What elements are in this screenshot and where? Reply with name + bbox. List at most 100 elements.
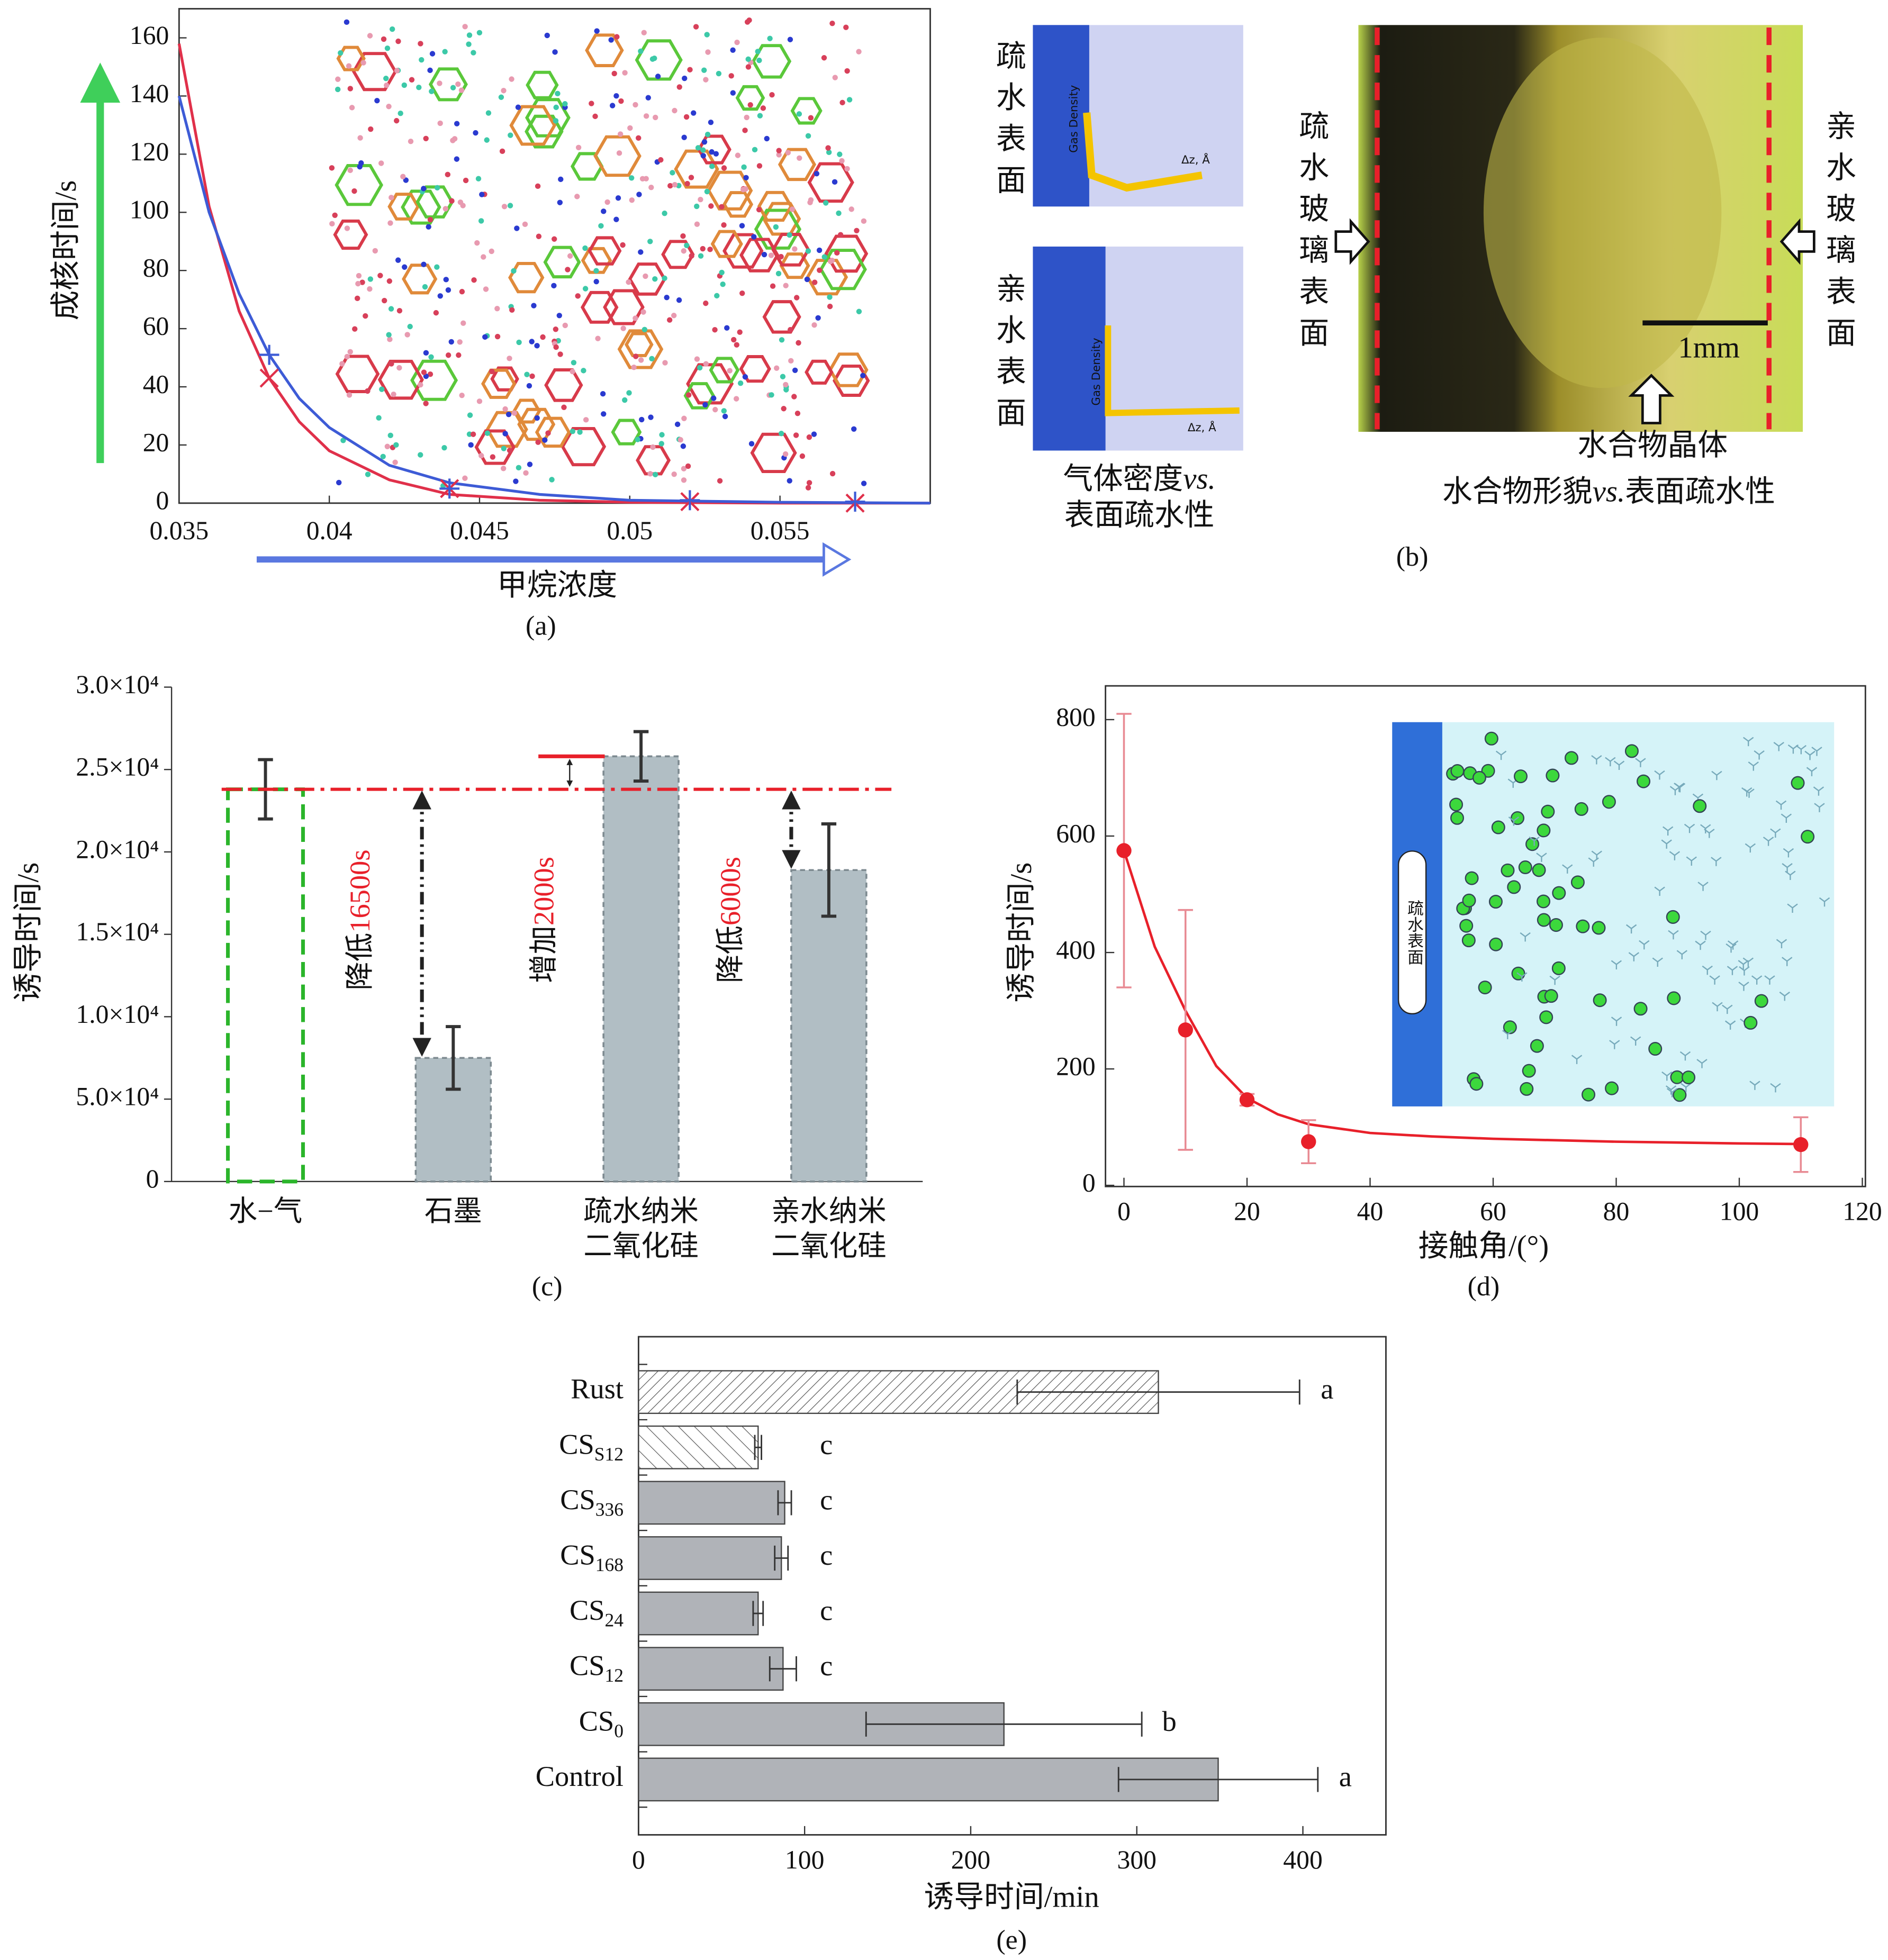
inset-hydrate bbox=[1465, 871, 1479, 885]
molecule-atom bbox=[814, 170, 820, 177]
y-tick-label: 160 bbox=[130, 21, 169, 50]
molecule-atom bbox=[768, 252, 774, 258]
molecule-ring bbox=[588, 236, 622, 266]
molecule-atom bbox=[708, 203, 714, 209]
group-label: c bbox=[820, 1650, 833, 1682]
inset-water bbox=[1722, 1004, 1733, 1014]
molecule-atom bbox=[642, 326, 648, 333]
molecule-atom bbox=[658, 441, 664, 447]
molecule-atom bbox=[582, 286, 589, 292]
molecule-atom bbox=[416, 85, 422, 90]
point-marker bbox=[259, 344, 279, 365]
molecule-atom bbox=[540, 334, 546, 340]
molecule-atom bbox=[674, 421, 681, 428]
inset-hydrate bbox=[1449, 797, 1464, 812]
error-bar bbox=[446, 1025, 461, 1091]
molecule-atom bbox=[856, 49, 862, 55]
inset-water bbox=[1663, 826, 1674, 836]
inset-water bbox=[1819, 897, 1830, 907]
inset-hydrate bbox=[1520, 1082, 1534, 1096]
inset-water bbox=[1686, 856, 1697, 866]
molecule-atom bbox=[455, 81, 461, 87]
molecule-atom bbox=[462, 24, 468, 30]
inset-water bbox=[1738, 982, 1749, 991]
inset-hydrate bbox=[1472, 770, 1486, 785]
molecule-atom bbox=[776, 152, 782, 158]
molecule-atom bbox=[552, 49, 558, 55]
molecule-atom bbox=[640, 309, 646, 315]
molecule-atom bbox=[791, 394, 797, 400]
inset-water bbox=[1764, 975, 1775, 985]
surface-label: 疏水玻璃表面 bbox=[1295, 110, 1329, 358]
molecule-atom bbox=[829, 20, 835, 26]
inset-hydrate bbox=[1549, 918, 1563, 932]
molecule-ring bbox=[603, 289, 645, 325]
plot-ylabel: Gas Density bbox=[1090, 338, 1103, 405]
y-tick-label: 120 bbox=[130, 137, 169, 166]
inset-water bbox=[1495, 750, 1507, 760]
molecule-atom bbox=[703, 361, 709, 367]
molecule-atom bbox=[793, 295, 800, 301]
molecule-atom bbox=[346, 392, 353, 398]
y-tick-label: 3.0×10⁴ bbox=[76, 670, 159, 699]
molecule-atom bbox=[433, 310, 439, 316]
molecule-atom bbox=[620, 242, 626, 248]
category-subscript: 336 bbox=[595, 1499, 624, 1520]
molecule-atom bbox=[697, 365, 703, 371]
y-tick-label: CS336 bbox=[560, 1484, 624, 1520]
molecule-atom bbox=[468, 442, 474, 448]
y-tick-label: 0 bbox=[146, 1164, 159, 1193]
molecule-ring bbox=[428, 67, 468, 102]
molecule-atom bbox=[381, 36, 387, 42]
molecule-atom bbox=[779, 337, 785, 343]
molecule-atom bbox=[828, 258, 834, 265]
molecule-atom bbox=[837, 232, 844, 238]
molecule-atom bbox=[685, 392, 692, 398]
molecule-atom bbox=[335, 86, 341, 93]
annotation-text: 降低 bbox=[715, 925, 747, 983]
inset-water bbox=[1770, 828, 1781, 838]
molecule-atom bbox=[382, 297, 387, 304]
inset-hydrate bbox=[1539, 1010, 1553, 1024]
molecule-atom bbox=[463, 177, 469, 184]
molecule-atom bbox=[427, 216, 433, 223]
inset-water bbox=[1727, 940, 1739, 950]
molecule-atom bbox=[398, 111, 403, 116]
molecule-atom bbox=[407, 323, 413, 330]
molecule-ring bbox=[824, 234, 869, 273]
molecule-ring bbox=[581, 247, 612, 274]
x-axis-label: 诱导时间/min bbox=[924, 1880, 1099, 1913]
inset-hydrate bbox=[1503, 1020, 1517, 1035]
molecule-atom bbox=[595, 335, 601, 341]
molecule-atom bbox=[471, 277, 477, 283]
molecule-atom bbox=[622, 70, 628, 76]
molecule-atom bbox=[839, 99, 845, 106]
molecule-atom bbox=[805, 133, 811, 139]
molecule-atom bbox=[681, 134, 687, 140]
molecule-atom bbox=[347, 86, 354, 92]
molecule-atom bbox=[551, 283, 557, 289]
x-tick-label: 0.035 bbox=[149, 516, 209, 545]
molecule-atom bbox=[745, 64, 752, 70]
inset-water bbox=[1795, 745, 1806, 755]
x-axis-label: 甲烷浓度 bbox=[497, 569, 617, 602]
y-tick-label: 0 bbox=[156, 486, 169, 515]
molecule-atom bbox=[575, 293, 581, 299]
y-axis-label: 成核时间/s bbox=[49, 180, 83, 321]
y-tick-label: CS168 bbox=[560, 1539, 624, 1575]
molecule-atom bbox=[618, 98, 624, 104]
inset-hydrate bbox=[1469, 1077, 1484, 1091]
molecule-atom bbox=[647, 239, 653, 244]
molecule-atom bbox=[396, 308, 403, 314]
molecule-atom bbox=[507, 448, 513, 453]
y-tick-label: 20 bbox=[143, 428, 169, 457]
molecule-atom bbox=[846, 97, 853, 103]
molecule-atom bbox=[329, 165, 335, 171]
molecule-atom bbox=[449, 198, 455, 204]
inset-hydrate bbox=[1491, 820, 1505, 834]
panel-label: (e) bbox=[996, 1925, 1027, 1955]
x-tick-label: 200 bbox=[951, 1845, 990, 1874]
x-tick-label: 水−气 bbox=[229, 1195, 302, 1227]
molecule-atom bbox=[553, 344, 559, 350]
inset-hydrate bbox=[1488, 894, 1503, 909]
